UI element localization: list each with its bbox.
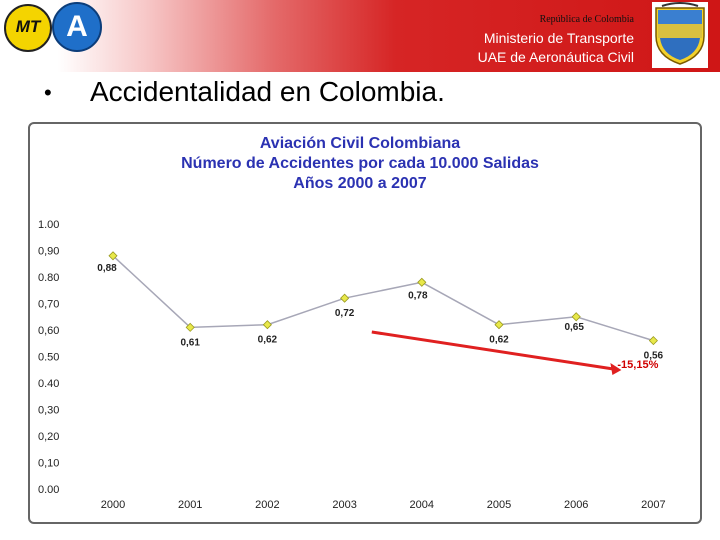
y-tick-label: 0.50 [38,352,59,364]
x-tick-label: 2005 [487,499,511,511]
ministry-transport-logo: MT [4,4,52,52]
data-label: 0,72 [335,308,355,319]
data-label: 0,61 [180,337,200,348]
data-point [340,293,350,303]
trend-annotation-label: -15,15% [617,359,658,371]
y-tick-label: 0,70 [38,299,59,311]
coat-of-arms-icon [652,2,708,68]
y-tick-label: 0.80 [38,272,59,284]
data-point [648,336,658,346]
data-point [108,251,118,261]
plot-area: 0.00 0,10 0,20 0,30 0.40 0.50 0,60 0,70 0.80 0,90… [38,219,666,511]
data-label: 0,62 [489,335,509,346]
x-tick-label: 2001 [178,499,202,511]
data-point [262,320,272,330]
data-label: 0,65 [564,322,584,333]
data-label: 0,56 [644,351,664,362]
republic-label: República de Colombia [539,14,634,25]
y-tick-label: 0,60 [38,325,59,337]
series-line [112,255,654,342]
ministry-label: Ministerio de Transporte [483,30,634,46]
header-banner: MT A República de Colombia Ministerio de… [0,0,720,72]
chart-title: Aviación Civil Colombiana [260,135,460,152]
aerocivil-logo: A [52,2,102,52]
slide-bullet: • [44,80,52,105]
x-tick-label: 2007 [641,499,665,511]
x-tick-label: 2004 [410,499,434,511]
x-tick-label: 2000 [101,499,125,511]
y-tick-label: 0.00 [38,484,59,496]
logo-mt-text: MT [15,17,41,36]
x-tick-label: 2006 [564,499,588,511]
slide-title: Accidentalidad en Colombia. [90,76,445,107]
data-point [571,312,581,322]
data-point [494,320,504,330]
y-tick-label: 1.00 [38,219,59,231]
y-tick-label: 0,10 [38,458,59,470]
accidents-line-chart: Aviación Civil Colombiana Número de Acci… [38,135,666,511]
y-tick-label: 0,90 [38,246,59,258]
chart-subtitle-years: Años 2000 a 2007 [293,175,427,192]
data-label: 0,88 [97,263,117,274]
y-tick-label: 0.40 [38,378,59,390]
trend-arrow-head [610,363,622,375]
x-tick-label: 2003 [332,499,356,511]
chart-frame: Aviación Civil Colombiana Número de Acci… [28,122,702,524]
data-label: 0,78 [408,290,428,301]
data-label: 0,62 [258,335,278,346]
agency-label: UAE de Aeronáutica Civil [477,49,634,65]
data-point [185,322,195,332]
chart-subtitle: Número de Accidentes por cada 10.000 Sal… [181,155,539,172]
x-tick-label: 2002 [255,499,279,511]
logo-a-text: A [66,10,88,43]
trend-arrow-line [371,330,614,371]
y-tick-label: 0,30 [38,405,59,417]
data-point [417,277,427,287]
y-tick-label: 0,20 [38,431,59,443]
